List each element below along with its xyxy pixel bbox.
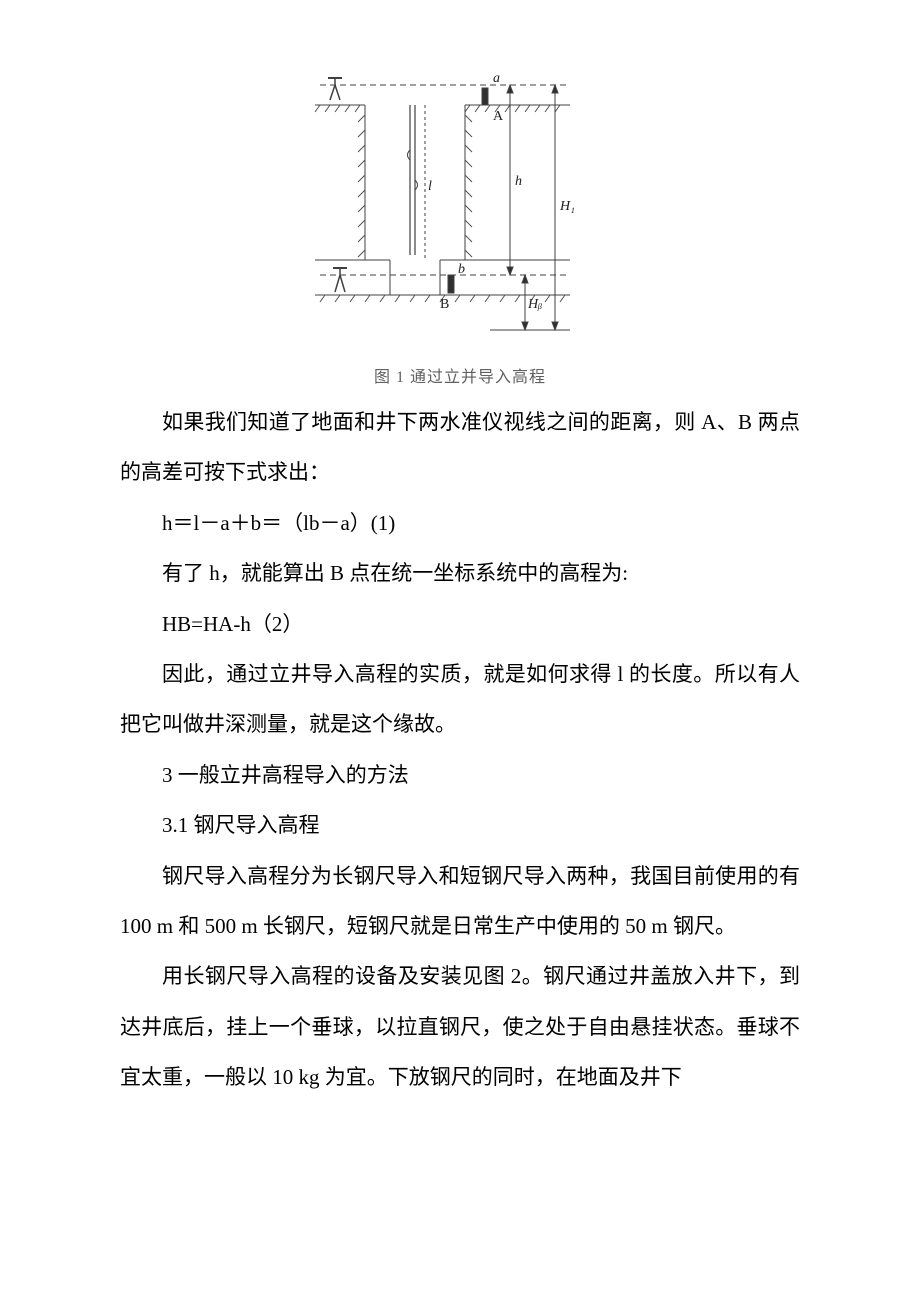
formula-1: h＝l－a＋b＝（lb－a）(1) xyxy=(120,498,800,548)
label-H1: H₁ xyxy=(559,199,575,214)
shaft-diagram-svg: a A h H₁ l b B Hᵦ xyxy=(310,60,580,350)
paragraph-4: 钢尺导入高程分为长钢尺导入和短钢尺导入两种，我国目前使用的有 100 m 和 5… xyxy=(120,851,800,952)
section-3-1-heading: 3.1 钢尺导入高程 xyxy=(120,800,800,850)
label-l: l xyxy=(428,179,432,194)
label-Hb: Hᵦ xyxy=(527,297,542,312)
label-a: a xyxy=(493,71,500,86)
section-3-heading: 3 一般立井高程导入的方法 xyxy=(120,750,800,800)
label-B-upper: B xyxy=(440,297,449,312)
paragraph-3: 因此，通过立井导入高程的实质，就是如何求得 l 的长度。所以有人把它叫做井深测量… xyxy=(120,649,800,750)
paragraph-1: 如果我们知道了地面和井下两水准仪视线之间的距离，则 A、B 两点的高差可按下式求… xyxy=(120,397,800,498)
label-b: b xyxy=(458,262,465,277)
document-page: a A h H₁ l b B Hᵦ 图 1 通过立并导入高程 如果我们知道了地面… xyxy=(0,0,920,1302)
figure-1-caption: 图 1 通过立并导入高程 xyxy=(120,363,800,387)
formula-2: HB=HA-h（2） xyxy=(120,599,800,649)
figure-container: a A h H₁ l b B Hᵦ 图 1 通过立并导入高程 xyxy=(120,60,800,387)
paragraph-2: 有了 h，就能算出 B 点在统一坐标系统中的高程为: xyxy=(120,548,800,598)
figure-1-diagram: a A h H₁ l b B Hᵦ xyxy=(310,60,580,355)
label-h: h xyxy=(515,174,522,189)
label-A-upper: A xyxy=(493,109,504,124)
paragraph-5: 用长钢尺导入高程的设备及安装见图 2。钢尺通过井盖放入井下，到达井底后，挂上一个… xyxy=(120,951,800,1102)
